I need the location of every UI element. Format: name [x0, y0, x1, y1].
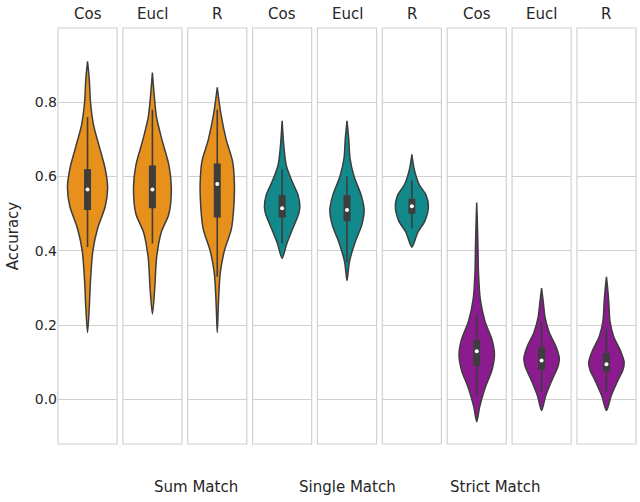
svg-text:R: R: [601, 5, 611, 23]
svg-text:Sum Match: Sum Match: [154, 478, 238, 496]
svg-text:Single Match: Single Match: [299, 478, 396, 496]
svg-text:Eucl: Eucl: [332, 5, 363, 23]
svg-text:Accuracy: Accuracy: [4, 202, 22, 271]
svg-text:0.0: 0.0: [35, 391, 57, 407]
svg-text:R: R: [407, 5, 417, 23]
svg-text:Strict Match: Strict Match: [450, 478, 540, 496]
svg-text:Eucl: Eucl: [137, 5, 168, 23]
svg-text:0.6: 0.6: [35, 168, 57, 184]
svg-text:0.4: 0.4: [35, 243, 57, 259]
svg-text:Cos: Cos: [463, 5, 491, 23]
svg-text:R: R: [212, 5, 222, 23]
svg-text:Cos: Cos: [74, 5, 102, 23]
svg-text:0.2: 0.2: [35, 317, 57, 333]
svg-text:Eucl: Eucl: [526, 5, 557, 23]
svg-text:0.8: 0.8: [35, 94, 57, 110]
svg-text:Cos: Cos: [268, 5, 296, 23]
